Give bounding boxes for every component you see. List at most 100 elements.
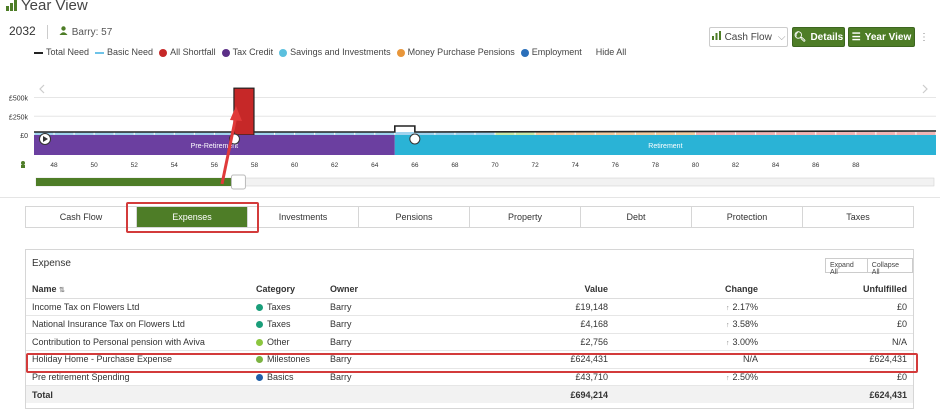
category-dot-icon: [256, 356, 263, 364]
column-header-name[interactable]: Name ⇅: [26, 281, 250, 299]
chart-bar: [295, 132, 315, 135]
chart-bar: [275, 132, 295, 135]
row-value: £4,168: [444, 315, 614, 334]
chart-bar: [254, 132, 275, 135]
change-label: N/A: [742, 354, 758, 365]
legend-item[interactable]: Savings and Investments: [279, 47, 391, 57]
chart-bar: [455, 132, 475, 135]
cash-flow-chart[interactable]: £500k £250k £0 Pre-Retirement Retirement 48 50…: [0, 80, 940, 192]
x-tick-label: 76: [612, 162, 620, 169]
x-tick-label: 66: [411, 162, 419, 169]
table-row[interactable]: Income Tax on Flowers Ltd Taxes Barry £19,1…: [26, 298, 913, 316]
chevron-left-icon: [39, 84, 45, 94]
tab-pensions[interactable]: Pensions: [359, 207, 470, 227]
row-name: National Insurance Tax on Flowers Ltd: [26, 315, 250, 334]
details-button[interactable]: 🔍︎ Details: [792, 27, 845, 47]
category-dot-icon: [256, 338, 263, 346]
year-view-button[interactable]: ☰ Year View: [848, 27, 915, 47]
arrow-up-icon: ↑: [725, 304, 730, 312]
x-tick-label: 58: [251, 162, 259, 169]
chart-legend: Total Need Basic Need All Shortfall Tax Cre…: [34, 47, 632, 57]
row-name: Income Tax on Flowers Ltd: [26, 298, 250, 316]
column-header-change: Change: [614, 281, 764, 299]
chart-bar: [856, 132, 876, 135]
chart-bar: [575, 132, 595, 135]
y-tick-label: £500k: [9, 96, 29, 103]
tab-investments[interactable]: Investments: [248, 207, 359, 227]
cash-flow-label: Cash Flow: [724, 31, 772, 43]
x-tick-label: 68: [451, 162, 459, 169]
category-label: Milestones: [267, 354, 311, 365]
chart-bar: [114, 132, 134, 135]
chart-bar: [816, 132, 836, 135]
collapse-all-button[interactable]: Collapse All: [871, 262, 900, 276]
chart-bar: [796, 132, 816, 135]
tab-debt[interactable]: Debt: [581, 207, 692, 227]
row-category: Taxes: [250, 315, 324, 334]
chart-bar: [335, 132, 355, 135]
search-icon: 🔍︎: [793, 31, 807, 43]
legend-item[interactable]: Tax Credit: [221, 47, 273, 57]
category-label: Other: [267, 336, 290, 347]
row-unfulfilled: £0: [764, 315, 913, 334]
chart-bar: [174, 132, 194, 135]
legend-item[interactable]: Total Need: [34, 47, 89, 57]
year-label: 2032: [9, 24, 36, 38]
x-tick-label: 64: [371, 162, 379, 169]
row-category: Other: [250, 333, 324, 351]
play-icon-triangle: [43, 136, 48, 142]
chart-bar: [635, 132, 655, 135]
legend-item[interactable]: Basic Need: [95, 47, 153, 57]
total-need-line: [34, 125, 937, 133]
hide-all-link[interactable]: Hide All: [595, 47, 627, 57]
row-change: ↑ 2.17%: [614, 298, 764, 316]
person-icon: [59, 24, 68, 38]
x-tick-label: 72: [531, 162, 539, 169]
chart-bar: [134, 132, 154, 135]
table-row[interactable]: National Insurance Tax on Flowers Ltd Tax…: [26, 315, 913, 334]
x-tick-label: 82: [732, 162, 740, 169]
timeline-slider-handle: [230, 174, 246, 190]
expand-all-button[interactable]: Expand All: [826, 259, 868, 276]
tab-expenses[interactable]: Expenses: [137, 207, 248, 227]
row-change: ↑ 3.00%: [614, 333, 764, 351]
table-row[interactable]: Contribution to Personal pension with Av…: [26, 333, 913, 351]
panel-title: Expense: [32, 258, 71, 269]
row-unfulfilled: £0: [764, 298, 913, 316]
tab-taxes[interactable]: Taxes: [846, 212, 870, 222]
chart-bar: [736, 132, 756, 135]
cash-flow-dropdown[interactable]: Cash Flow ⌵: [709, 27, 788, 47]
legend-item[interactable]: Employment: [520, 47, 582, 57]
person-icon-body: [21, 165, 25, 168]
legend-line-swatch: [34, 51, 43, 54]
x-tick-label: 54: [171, 162, 179, 169]
chart-bar: [154, 132, 174, 135]
category-label: Taxes: [267, 301, 291, 312]
expense-table: Name ⇅ Category Owner Value Change Unful…: [26, 281, 913, 403]
table-header-row: Name ⇅ Category Owner Value Change Unful…: [26, 281, 913, 299]
total-label: Total: [26, 385, 250, 403]
x-tick-label: 78: [652, 162, 660, 169]
tab-cash-flow[interactable]: Cash Flow: [26, 207, 137, 227]
legend-dot-swatch: [279, 48, 288, 57]
legend-label: Basic Need: [107, 47, 154, 57]
row-name: Contribution to Personal pension with Av…: [26, 333, 250, 351]
chart-bar: [535, 132, 555, 135]
legend-label: Total Need: [46, 47, 90, 57]
chart-bar: [74, 132, 94, 135]
details-label: Details: [810, 31, 844, 43]
legend-item[interactable]: Money Purchase Pensions: [396, 47, 515, 57]
person-age: Barry: 57: [71, 27, 113, 38]
chart-bar: [315, 132, 335, 135]
more-options-button[interactable]: ⋮: [919, 31, 929, 43]
row-owner: Barry: [324, 315, 444, 334]
legend-item[interactable]: All Shortfall: [159, 47, 216, 57]
tab-property[interactable]: Property: [470, 207, 581, 227]
change-label: 2.50%: [732, 371, 758, 382]
arrow-up-icon: ↑: [725, 339, 730, 347]
arrow-up-icon: ↑: [725, 322, 730, 330]
tab-protection[interactable]: Protection: [692, 207, 803, 227]
sort-icon[interactable]: ⇅: [59, 287, 65, 295]
subheader: 2032 Barry: 57: [9, 24, 112, 39]
row-unfulfilled: N/A: [764, 333, 913, 351]
